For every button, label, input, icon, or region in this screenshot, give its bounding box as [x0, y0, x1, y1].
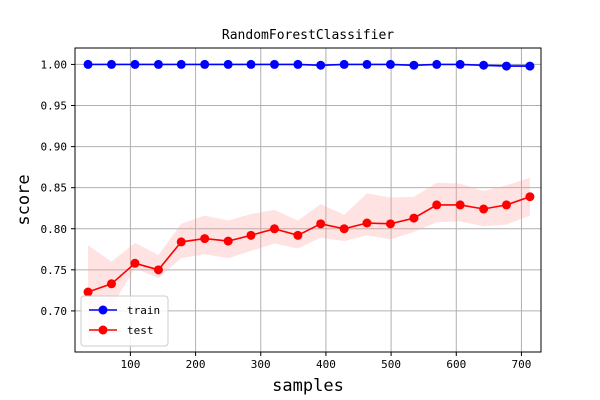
train-point [385, 59, 395, 69]
test-point [106, 279, 116, 289]
legend: train test [80, 295, 169, 347]
test-point [409, 213, 419, 223]
test-point [479, 204, 489, 214]
chart-title: RandomForestClassifier [222, 28, 394, 43]
train-point [316, 60, 326, 70]
test-point [362, 218, 372, 228]
train-point [501, 61, 511, 71]
train-point [106, 59, 116, 69]
test-point [293, 230, 303, 240]
test-band [88, 177, 530, 343]
x-tick-label: 500 [381, 358, 401, 371]
x-tick-label: 300 [251, 358, 271, 371]
train-point [200, 59, 210, 69]
y-tick-label: 0.75 [41, 264, 68, 277]
test-point [339, 224, 349, 234]
train-legend-marker [98, 305, 108, 315]
y-tick-label: 0.90 [41, 141, 68, 154]
ticks: 100 200 300 400 500 600 700 0.70 0.75 0.80 0.85 0.9… [41, 58, 532, 371]
train-point [176, 59, 186, 69]
train-point [409, 60, 419, 70]
test-point [153, 265, 163, 275]
train-point [269, 59, 279, 69]
test-legend-label: test [127, 324, 154, 337]
x-tick-label: 200 [186, 358, 206, 371]
x-tick-label: 100 [120, 358, 140, 371]
x-tick-label: 400 [316, 358, 336, 371]
test-point [269, 224, 279, 234]
x-axis-label: samples [272, 376, 344, 396]
train-point [432, 59, 442, 69]
train-point [479, 60, 489, 70]
y-tick-label: 0.95 [41, 100, 68, 113]
y-tick-label: 0.85 [41, 182, 68, 195]
train-point [153, 59, 163, 69]
y-tick-label: 0.70 [41, 305, 68, 318]
plot-frame [74, 47, 542, 353]
train-point [525, 61, 535, 71]
train-point [362, 59, 372, 69]
test-legend-marker [98, 325, 108, 335]
test-point [246, 230, 256, 240]
test-point [83, 287, 93, 297]
y-tick-label: 1.00 [41, 58, 68, 71]
train-point [455, 59, 465, 69]
y-tick-label: 0.80 [41, 223, 68, 236]
x-tick-label: 600 [446, 358, 466, 371]
test-point [130, 258, 140, 268]
test-point [223, 236, 233, 246]
train-point [246, 59, 256, 69]
x-tick-label: 700 [512, 358, 532, 371]
train-point [293, 59, 303, 69]
train-point [339, 59, 349, 69]
train-point [223, 59, 233, 69]
test-point [501, 200, 511, 210]
test-point [525, 192, 535, 202]
train-point [83, 59, 93, 69]
test-point [432, 200, 442, 210]
test-point [176, 237, 186, 247]
series [83, 59, 535, 297]
train-point [130, 59, 140, 69]
test-point [455, 200, 465, 210]
test-point [200, 234, 210, 244]
train-legend-label: train [127, 304, 160, 317]
test-point [316, 219, 326, 229]
test-point [385, 219, 395, 229]
y-axis-label: score [14, 174, 34, 225]
